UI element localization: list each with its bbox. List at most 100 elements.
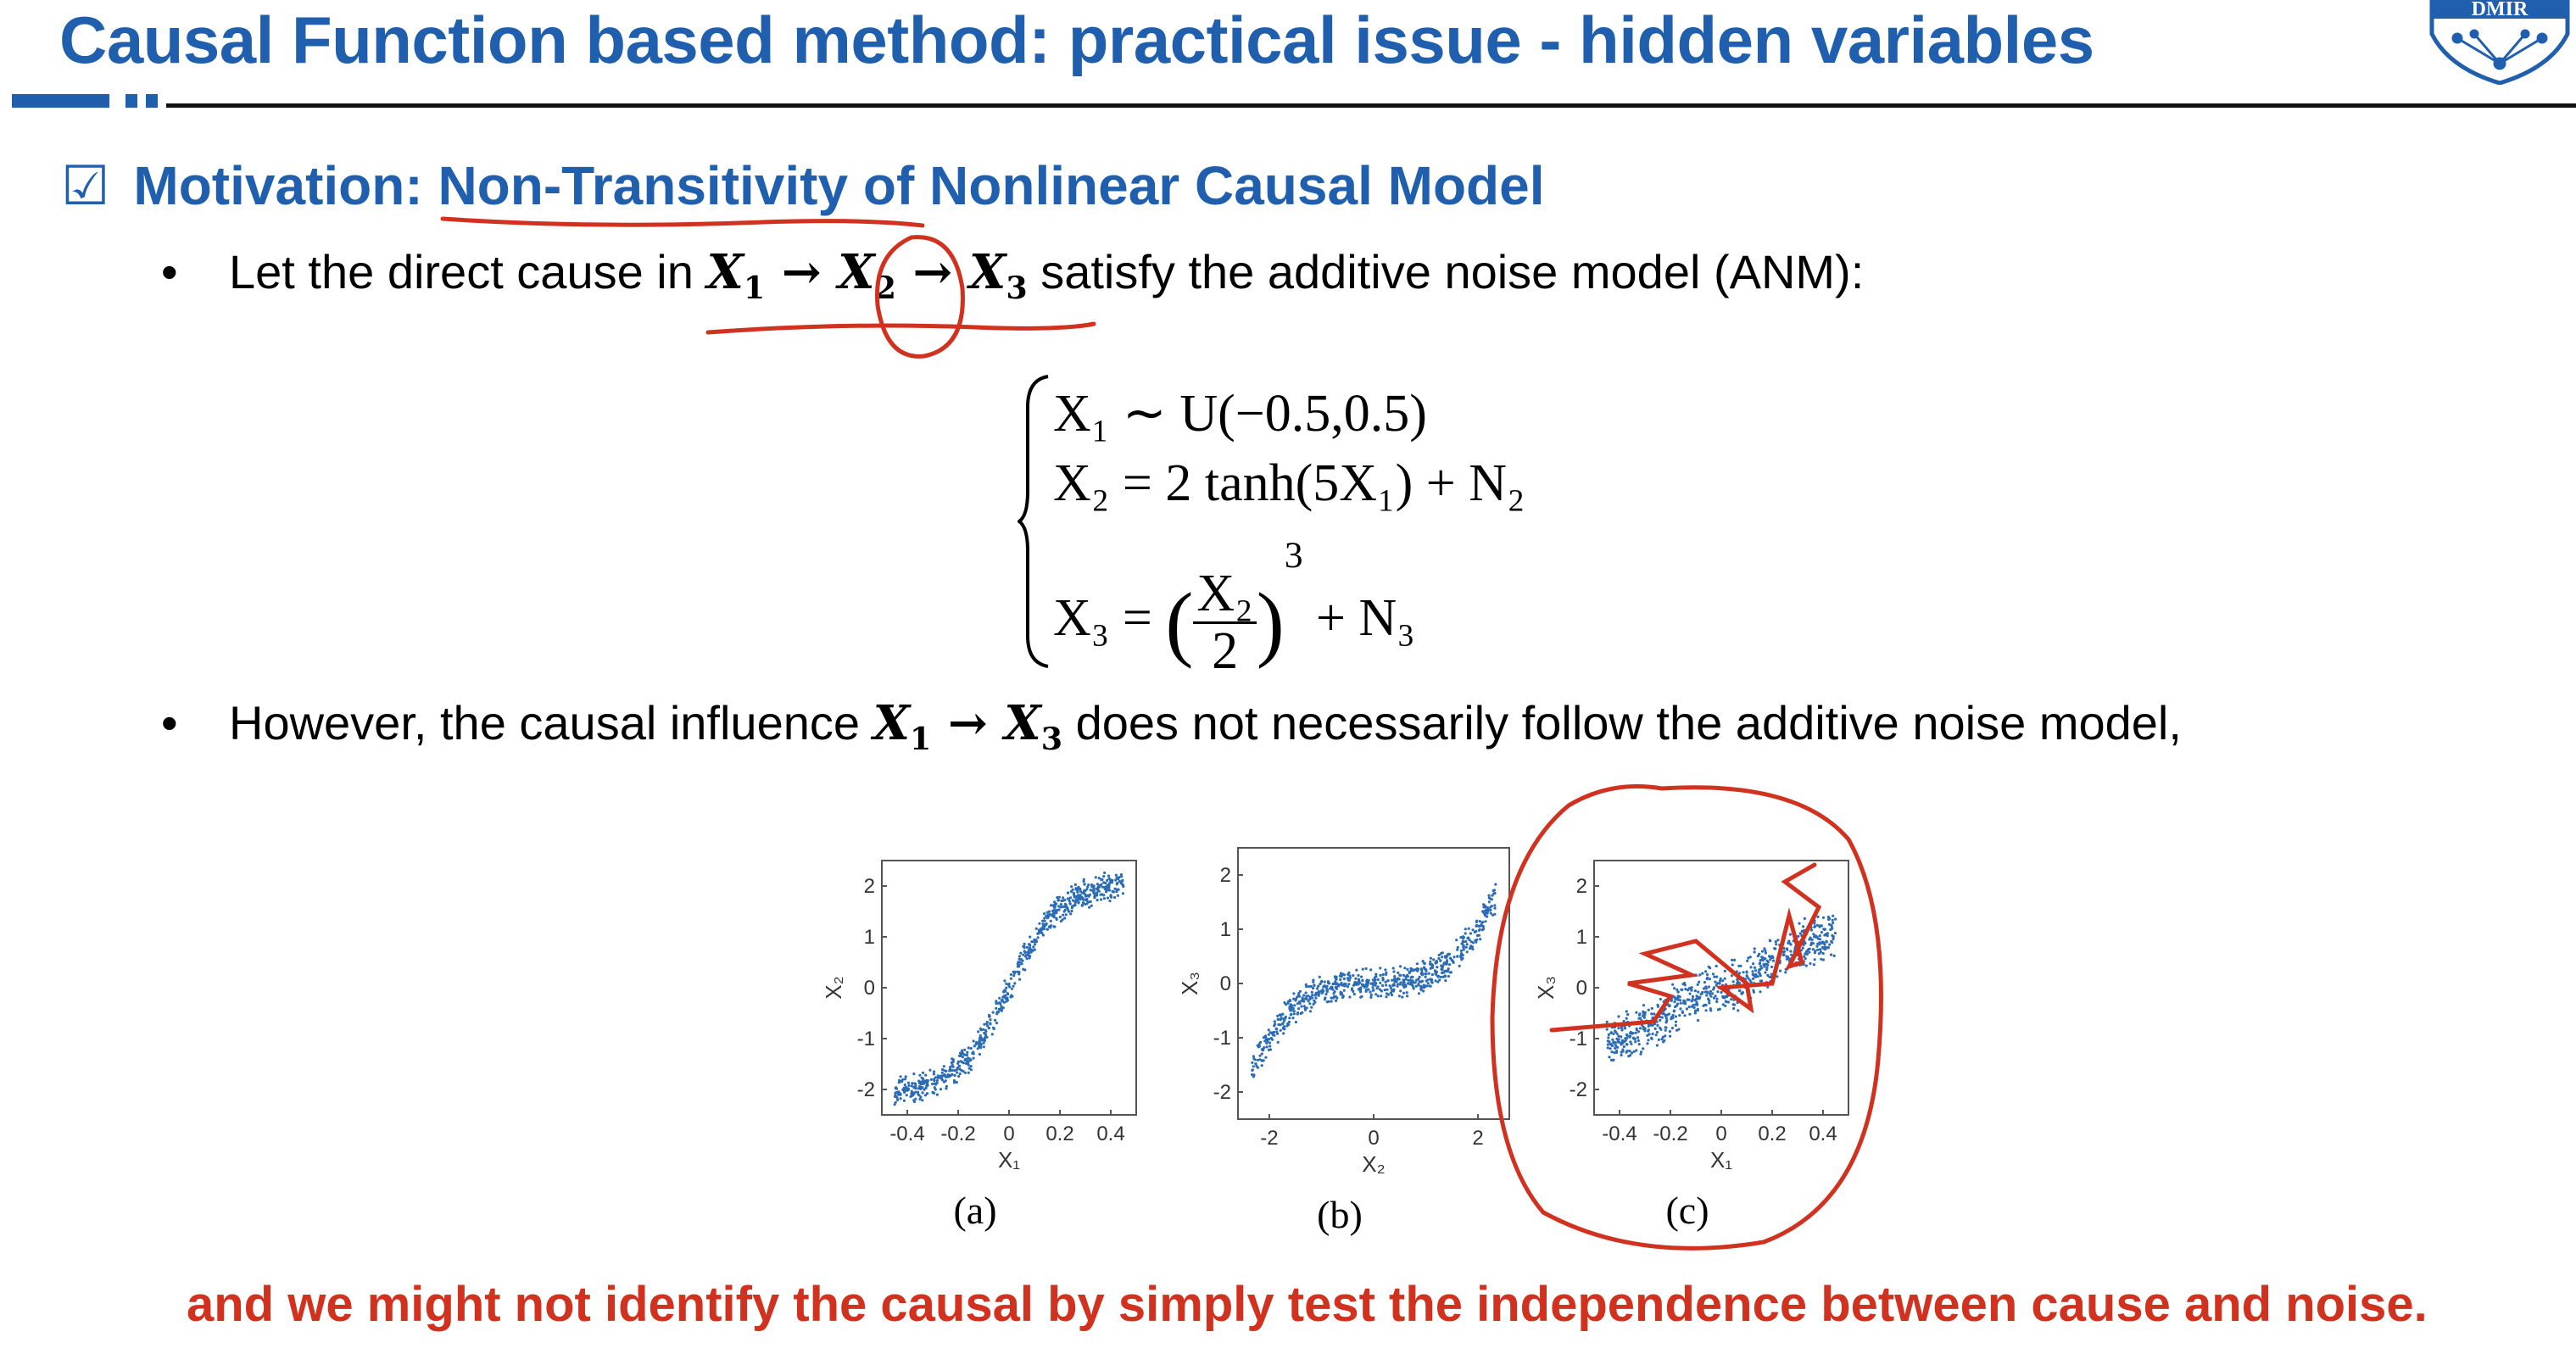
scatter-point [903, 1090, 906, 1094]
scatter-point [1737, 976, 1740, 979]
scatter-point [933, 1070, 936, 1073]
scatter-point [1809, 926, 1813, 929]
ink-underline-chain [705, 321, 1096, 335]
scatter-point [1762, 963, 1765, 967]
scatter-point [1410, 969, 1413, 972]
scatter-point [1720, 990, 1723, 994]
scatter-point [1760, 979, 1764, 983]
scatter-point [921, 1091, 924, 1095]
scatter-point [1001, 1006, 1005, 1010]
scatter-point [1367, 988, 1370, 991]
scatter-point [1778, 944, 1781, 947]
scatter-point [1110, 881, 1114, 884]
scatter-point [1730, 998, 1733, 1001]
scatter-point [1426, 978, 1430, 982]
scatter-point [1704, 1009, 1708, 1012]
scatter-point [1000, 999, 1003, 1002]
scatter-point [1077, 900, 1080, 904]
scatter-point [1832, 914, 1835, 917]
scatter-point [1274, 1022, 1277, 1026]
scatter-point [1058, 916, 1062, 919]
scatter-point [971, 1051, 974, 1055]
scatter-point [1647, 1008, 1650, 1011]
scatter-point [1402, 991, 1406, 994]
y-tick-label: 2 [1576, 875, 1587, 898]
scatter-point [1080, 903, 1084, 906]
scatter-point [1746, 959, 1749, 962]
scatter-point [1041, 933, 1045, 937]
scatter-point [1693, 1009, 1698, 1012]
scatter-point [1018, 961, 1022, 964]
scatter-point [1769, 980, 1772, 983]
scatter-point [1796, 953, 1799, 957]
scatter-point [1342, 977, 1346, 981]
scatter-point [1826, 932, 1829, 935]
scatter-point [1793, 945, 1797, 949]
scatter-point [1617, 1034, 1620, 1038]
scatter-point [1749, 966, 1753, 969]
scatter-point [1763, 947, 1766, 950]
scatter-point [1834, 917, 1837, 921]
scatter-point [1461, 939, 1464, 943]
scatter-point [1055, 910, 1058, 913]
scatter-point [1318, 975, 1321, 978]
scatter-point [1709, 1009, 1713, 1012]
scatter-point [1697, 1018, 1700, 1022]
scatter-point [1364, 989, 1368, 993]
scatter-point [1090, 904, 1093, 907]
scatter-point [1614, 1044, 1617, 1047]
scatter-point [1063, 916, 1067, 920]
scatter-point [1787, 957, 1791, 961]
scatter-point [1823, 928, 1826, 931]
scatter-point [1282, 1026, 1285, 1029]
scatter-point [1782, 947, 1786, 950]
scatter-point [1346, 977, 1350, 980]
scatter-point [1792, 939, 1795, 943]
scatter-point [1469, 932, 1472, 935]
scatter-point [1698, 980, 1701, 983]
scatter-point [1471, 928, 1475, 932]
scatter-point [1101, 878, 1104, 881]
scatter-point [1642, 1004, 1646, 1007]
scatter-point [1384, 980, 1387, 983]
scatter-point [1334, 986, 1338, 989]
scatter-point [1654, 1034, 1658, 1037]
scatter-point [1760, 950, 1765, 953]
scatter-panel-1: 2 1 0 -1 -2 -0.4 -0.2 0 0.2 0.4 X₁ X₂ (a) [821, 860, 1137, 1232]
scatter-point [1809, 961, 1812, 966]
scatter-point [1323, 980, 1326, 983]
scatter-point [1077, 894, 1080, 897]
scatter-point [1010, 987, 1014, 990]
scatter-point [978, 1040, 981, 1044]
scatter-point [1674, 1015, 1677, 1018]
scatter-point [1062, 910, 1066, 913]
scatter-point [1406, 967, 1409, 971]
conclusion-text: and we might not identify the causal by … [187, 1277, 2428, 1332]
plot-frame [1593, 860, 1849, 1116]
scatter-point [1273, 1034, 1276, 1037]
scatter-point [1787, 939, 1791, 943]
scatter-point [904, 1075, 907, 1078]
scatter-point [1670, 1027, 1674, 1030]
scatter-point [1296, 1011, 1300, 1015]
scatter-point [1041, 922, 1045, 926]
scatter-point [1062, 913, 1065, 916]
scatter-point [1828, 943, 1832, 946]
scatter-point [1691, 998, 1694, 1001]
scatter-point [1448, 963, 1452, 967]
scatter-point [1369, 982, 1373, 985]
scatter-point [1669, 1034, 1672, 1038]
scatter-point [924, 1073, 928, 1077]
scatter-point [1374, 983, 1377, 987]
scatter-point [1334, 977, 1337, 980]
scatter-point [1781, 950, 1785, 954]
scatter-point [1714, 994, 1717, 998]
scatter-point [1487, 894, 1491, 897]
scatter-point [1365, 981, 1369, 984]
scatter-point [1121, 879, 1124, 883]
scatter-point [1639, 1052, 1642, 1056]
scatter-point [1117, 888, 1120, 891]
scatter-point [1679, 999, 1682, 1002]
scatter-point [1262, 1059, 1265, 1062]
fraction-denominator: 2 [1212, 622, 1239, 681]
